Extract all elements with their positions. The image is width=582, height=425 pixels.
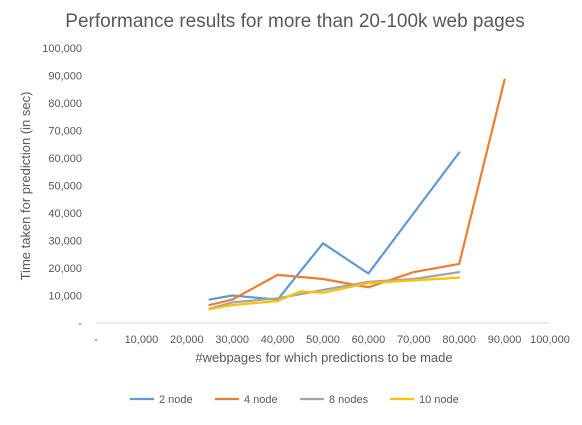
x-tick-label: 40,000: [261, 334, 295, 346]
y-tick-label: 80,000: [48, 98, 82, 110]
y-tick-label: 90,000: [48, 71, 82, 83]
y-tick-label: 50,000: [48, 181, 82, 193]
legend-label: 4 node: [244, 394, 278, 406]
y-tick-label: 60,000: [48, 153, 82, 165]
x-tick-labels: - 10,000 20,000 30,000 40,000 50,000 60,000 70,…: [94, 334, 570, 346]
chart-title: Performance results for more than 20-100…: [65, 11, 524, 32]
x-tick-label: 50,000: [306, 334, 340, 346]
y-tick-label: 70,000: [48, 126, 82, 138]
x-tick-label: 30,000: [215, 334, 249, 346]
series-lines: [208, 78, 506, 311]
y-tick-label: 30,000: [48, 236, 82, 248]
x-tick-label: 80,000: [442, 334, 476, 346]
y-tick-label: 40,000: [48, 208, 82, 220]
x-tick-label: 100,000: [530, 334, 570, 346]
x-tick-label: 20,000: [170, 334, 204, 346]
y-tick-label: -: [78, 318, 82, 330]
legend-label: 2 node: [159, 394, 193, 406]
x-axis-label: #webpages for which predictions to be ma…: [195, 350, 452, 365]
legend-label: 10 node: [419, 394, 459, 406]
series-line-8-nodes: [208, 271, 461, 310]
legend-label: 8 nodes: [329, 394, 369, 406]
y-tick-label: 20,000: [48, 263, 82, 275]
legend: 2 node 4 node 8 nodes 10 node: [130, 394, 459, 406]
y-tick-label: 10,000: [48, 291, 82, 303]
y-tick-labels: - 10,000 20,000 30,000 40,000 50,000 60,000 70,…: [42, 43, 82, 330]
series-line-2-node: [208, 151, 461, 301]
x-tick-label: 70,000: [397, 334, 431, 346]
legend-item-10-node: 10 node: [390, 394, 459, 406]
series-line-10-node: [208, 276, 461, 311]
x-tick-label: -: [94, 334, 98, 346]
x-tick-label: 60,000: [352, 334, 386, 346]
legend-item-2-node: 2 node: [130, 394, 193, 406]
y-tick-label: 100,000: [42, 43, 82, 55]
series-line-4-node: [208, 78, 506, 307]
x-tick-label: 90,000: [488, 334, 522, 346]
y-axis-label: Time taken for prediction (in sec): [18, 92, 33, 281]
x-tick-label: 10,000: [125, 334, 159, 346]
legend-item-8-nodes: 8 nodes: [300, 394, 369, 406]
legend-item-4-node: 4 node: [215, 394, 278, 406]
